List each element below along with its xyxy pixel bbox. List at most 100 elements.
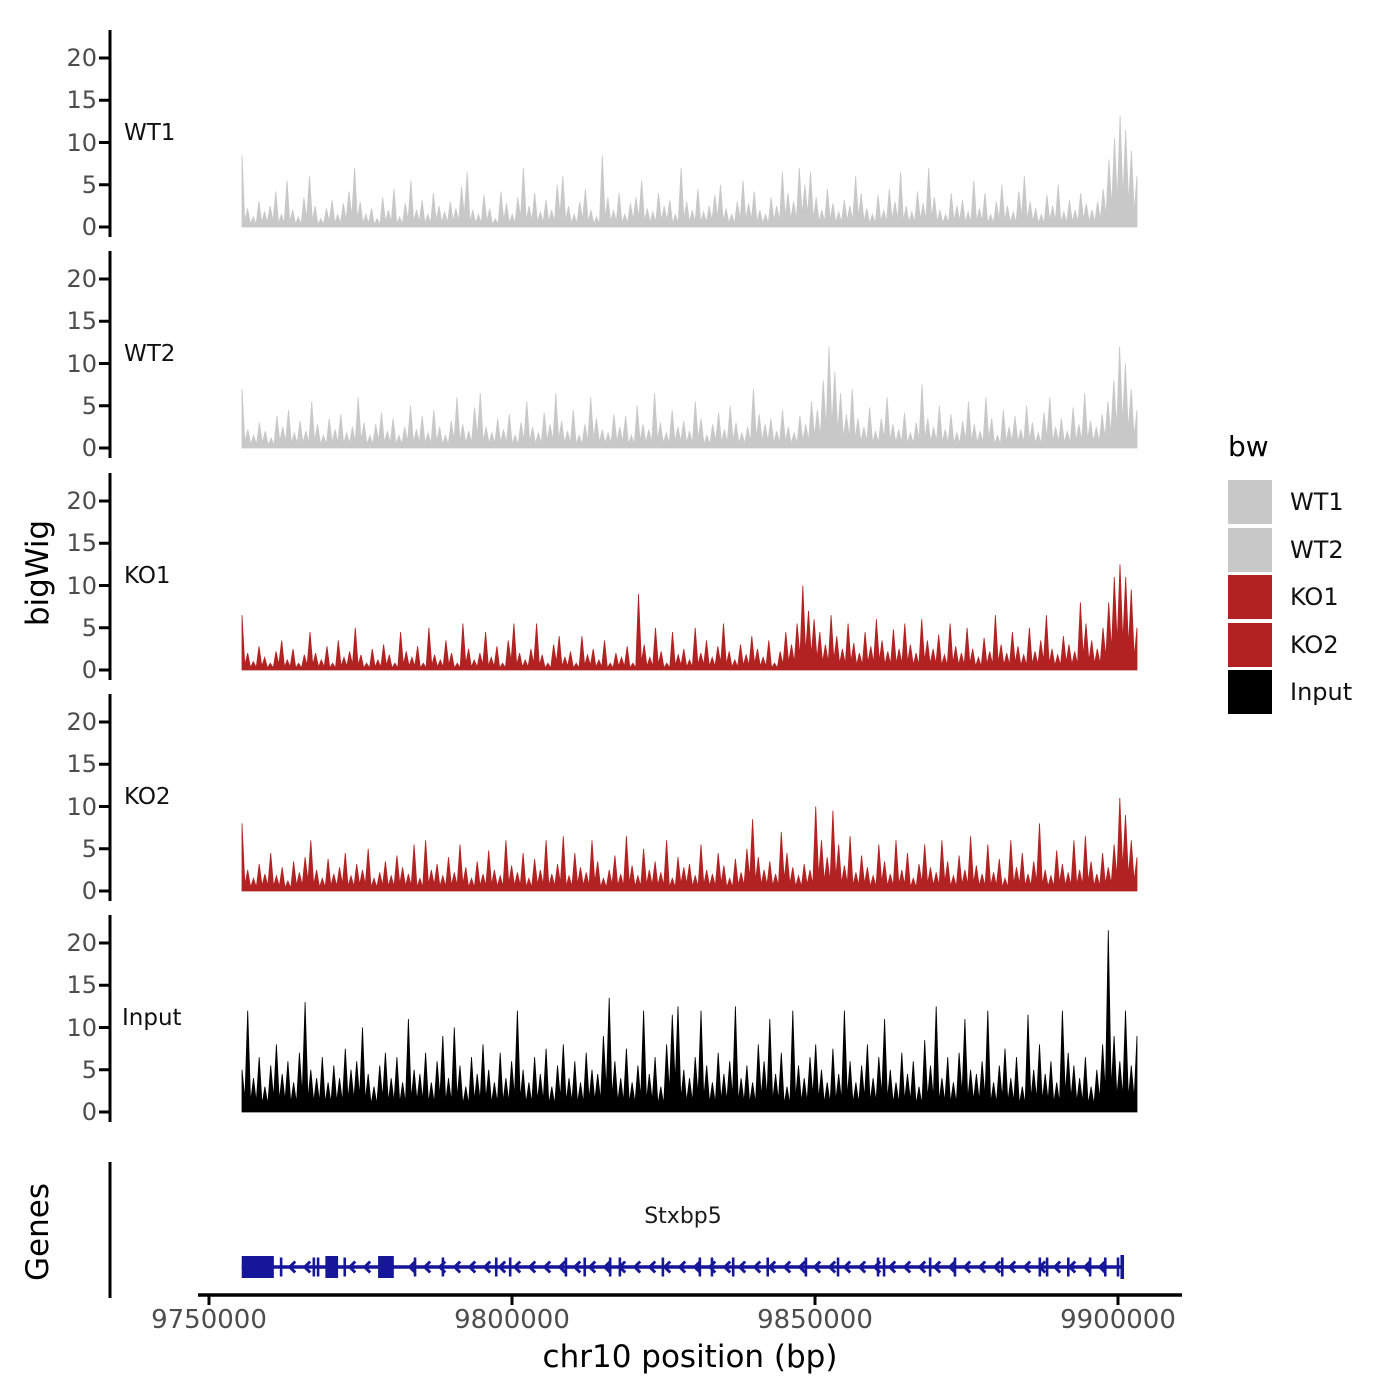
strand-arrow xyxy=(302,1260,312,1274)
y-tick-label-WT2-15: 15 xyxy=(66,307,97,336)
y-tick-label-Input-5: 5 xyxy=(81,1055,97,1084)
gene-exon-tick-22 xyxy=(953,1257,957,1277)
y-tick-label-KO1-20: 20 xyxy=(66,487,97,515)
strand-arrow xyxy=(602,1260,612,1274)
gene-exon-box-1 xyxy=(325,1256,339,1278)
gene-exon-tick-19 xyxy=(876,1257,880,1277)
legend-swatch-ko2 xyxy=(1228,622,1272,667)
legend-swatch-wt1 xyxy=(1228,480,1272,524)
legend-label-wt2: WT2 xyxy=(1290,535,1344,564)
gene-exon-tick-9 xyxy=(583,1257,587,1277)
strand-arrow xyxy=(527,1260,537,1274)
x-tick-9900000: 9900000 xyxy=(1060,1305,1176,1335)
gene-exon-tick-6 xyxy=(494,1257,498,1277)
legend-label-input: Input xyxy=(1290,678,1353,706)
gene-exon-box-0 xyxy=(241,1256,274,1278)
legend-item-wt1: WT1 xyxy=(1228,480,1344,524)
gene-end-bar xyxy=(1120,1255,1125,1279)
y-tick-label-KO1-15: 15 xyxy=(66,529,97,558)
y-tick-label-Input-15: 15 xyxy=(66,971,97,1000)
strand-arrow xyxy=(512,1260,522,1274)
legend-label-ko2: KO2 xyxy=(1290,630,1339,659)
strand-arrow xyxy=(542,1260,552,1274)
coverage-area-Input xyxy=(241,930,1138,1113)
strand-arrow xyxy=(827,1260,837,1274)
gene-exon-tick-15 xyxy=(731,1257,735,1277)
gene-exon-box-2 xyxy=(378,1256,394,1278)
strand-arrow xyxy=(722,1260,732,1274)
gene-exon-tick-3 xyxy=(343,1257,347,1277)
x-tick-9850000: 9850000 xyxy=(757,1305,873,1335)
y-tick-label-WT1-20: 20 xyxy=(66,44,97,72)
y-tick-label-WT1-5: 5 xyxy=(81,170,97,199)
strand-arrow xyxy=(497,1260,507,1274)
strand-arrow xyxy=(647,1260,657,1274)
gene-exon-tick-2 xyxy=(316,1257,320,1277)
y-tick-label-WT1-15: 15 xyxy=(66,86,97,115)
gene-exon-tick-10 xyxy=(608,1257,612,1277)
strand-arrow xyxy=(467,1260,477,1274)
strand-arrow xyxy=(977,1260,987,1274)
strand-arrow xyxy=(692,1260,702,1274)
gene-exon-tick-5 xyxy=(441,1257,445,1277)
legend-item-input: Input xyxy=(1228,670,1352,714)
track-label-ko2: KO2 xyxy=(124,784,171,810)
strand-arrow xyxy=(572,1260,582,1274)
gene-exon-tick-8 xyxy=(564,1257,568,1277)
y-tick-label-KO2-0: 0 xyxy=(81,877,97,905)
strand-arrow xyxy=(857,1260,867,1274)
x-axis-title: chr10 position (bp) xyxy=(542,1339,838,1375)
strand-arrow xyxy=(452,1260,462,1274)
x-tick-9750000: 9750000 xyxy=(151,1305,267,1335)
coverage-area-WT2 xyxy=(241,346,1138,449)
strand-arrow xyxy=(347,1260,357,1274)
strand-arrow xyxy=(407,1260,417,1274)
legend-label-ko1: KO1 xyxy=(1290,583,1339,611)
y-tick-label-Input-20: 20 xyxy=(66,929,97,957)
y-tick-label-KO2-15: 15 xyxy=(66,750,97,779)
strand-arrow xyxy=(1037,1260,1047,1274)
y-tick-label-KO1-10: 10 xyxy=(66,571,97,600)
y-tick-label-WT2-5: 5 xyxy=(81,391,97,420)
strand-arrow xyxy=(662,1260,672,1274)
legend-swatch-wt2 xyxy=(1228,527,1272,572)
strand-arrow xyxy=(872,1260,882,1274)
y-tick-label-WT2-0: 0 xyxy=(81,434,97,462)
y-tick-label-WT2-20: 20 xyxy=(66,265,97,293)
genes-axis-title: Genes xyxy=(20,1183,56,1281)
gene-exon-tick-1 xyxy=(312,1257,316,1277)
strand-arrow xyxy=(932,1260,942,1274)
strand-arrow xyxy=(1007,1260,1017,1274)
x-tick-9800000: 9800000 xyxy=(454,1305,570,1335)
gene-exon-tick-27 xyxy=(1088,1257,1092,1277)
strand-arrow xyxy=(752,1260,762,1274)
gene-exon-tick-18 xyxy=(836,1257,840,1277)
strand-arrow xyxy=(617,1260,627,1274)
strand-arrow xyxy=(917,1260,927,1274)
track-label-wt2: WT2 xyxy=(124,341,176,367)
y-tick-label-KO2-10: 10 xyxy=(66,792,97,821)
gene-exon-tick-25 xyxy=(1045,1257,1049,1277)
y-tick-label-KO2-5: 5 xyxy=(81,834,97,863)
legend-label-wt1: WT1 xyxy=(1290,488,1344,516)
y-tick-label-Input-10: 10 xyxy=(66,1013,97,1042)
strand-arrow xyxy=(677,1260,687,1274)
strand-arrow xyxy=(557,1260,567,1274)
legend-item-ko1: KO1 xyxy=(1228,575,1339,619)
y-tick-label-Input-0: 0 xyxy=(81,1098,97,1126)
gene-exon-tick-7 xyxy=(508,1257,512,1277)
coverage-area-KO2 xyxy=(241,797,1138,892)
gene-exon-tick-23 xyxy=(1000,1257,1004,1277)
gene-exon-tick-13 xyxy=(698,1257,702,1277)
track-label-wt1: WT1 xyxy=(124,120,176,146)
gene-exon-tick-20 xyxy=(882,1257,886,1277)
strand-arrow xyxy=(287,1260,297,1274)
strand-arrow xyxy=(1022,1260,1032,1274)
strand-arrow xyxy=(1052,1260,1062,1274)
legend-title: bw xyxy=(1228,430,1269,463)
strand-arrow xyxy=(1067,1260,1077,1274)
strand-arrow xyxy=(1082,1260,1092,1274)
coverage-area-KO1 xyxy=(241,564,1138,671)
strand-arrow xyxy=(812,1260,822,1274)
